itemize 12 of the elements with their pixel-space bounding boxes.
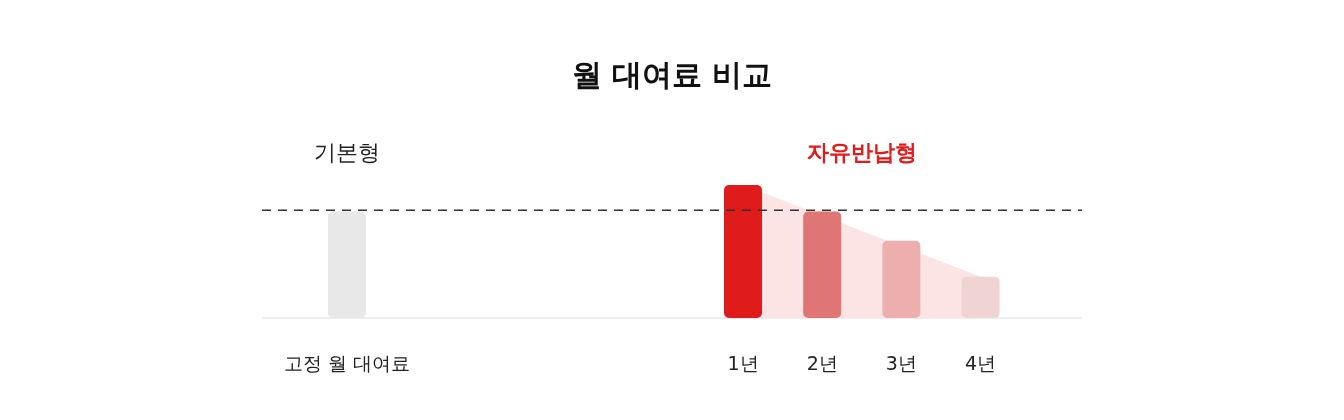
bar bbox=[803, 211, 842, 318]
bar bbox=[961, 276, 1000, 318]
text: 기본형 bbox=[314, 140, 380, 165]
x-tick-label: 3년 bbox=[885, 352, 917, 374]
x-tick-label: 고정 월 대여료 bbox=[283, 352, 411, 374]
bar bbox=[882, 240, 921, 318]
chart-title: 월 대여료 비교 bbox=[571, 57, 773, 92]
text: 자유반납형 bbox=[806, 140, 917, 165]
x-tick-label: 4년 bbox=[965, 352, 997, 374]
x-tick-label: 2년 bbox=[806, 352, 838, 374]
x-tick-label: 1년 bbox=[727, 352, 759, 374]
bar bbox=[724, 185, 762, 318]
